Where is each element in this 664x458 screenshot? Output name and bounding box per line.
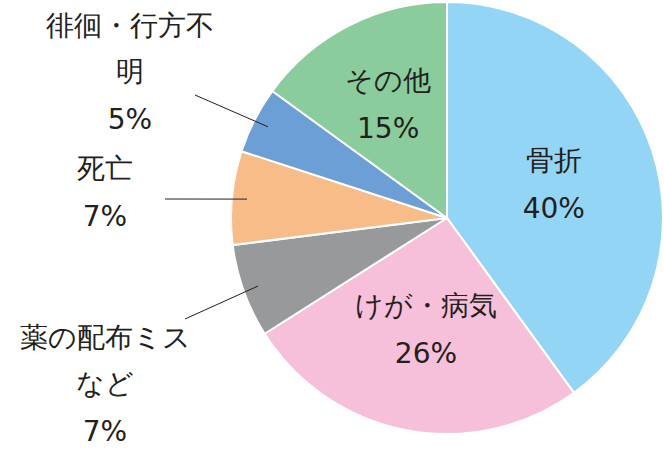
- value-label: 7%: [83, 200, 127, 233]
- category-label: 徘徊・行方不明: [46, 9, 214, 88]
- category-label: 骨折: [526, 144, 582, 177]
- leader-line: [165, 199, 247, 200]
- leader-line: [195, 95, 268, 127]
- leader-line: [185, 286, 258, 319]
- value-label: 15%: [357, 112, 419, 145]
- chart: 骨折 40% けが・病気 26% 薬の配布ミスなど 7% 死亡 7% 徘徊・行方不明 5% その他 1…: [0, 0, 664, 458]
- labels: 骨折 40% けが・病気 26% 薬の配布ミスなど 7% 死亡 7% 徘徊・行方不明 5% その他 1…: [20, 9, 585, 448]
- category-label: その他: [345, 64, 431, 97]
- category-label: けが・病気: [355, 289, 497, 322]
- value-label: 5%: [108, 103, 152, 136]
- category-label: 薬の配布ミスなど: [20, 321, 191, 400]
- slice: [272, 2, 447, 218]
- value-label: 26%: [395, 337, 457, 370]
- slices: [231, 2, 663, 434]
- value-label: 40%: [523, 192, 585, 225]
- category-label: 死亡: [77, 152, 133, 185]
- value-label: 7%: [83, 415, 127, 448]
